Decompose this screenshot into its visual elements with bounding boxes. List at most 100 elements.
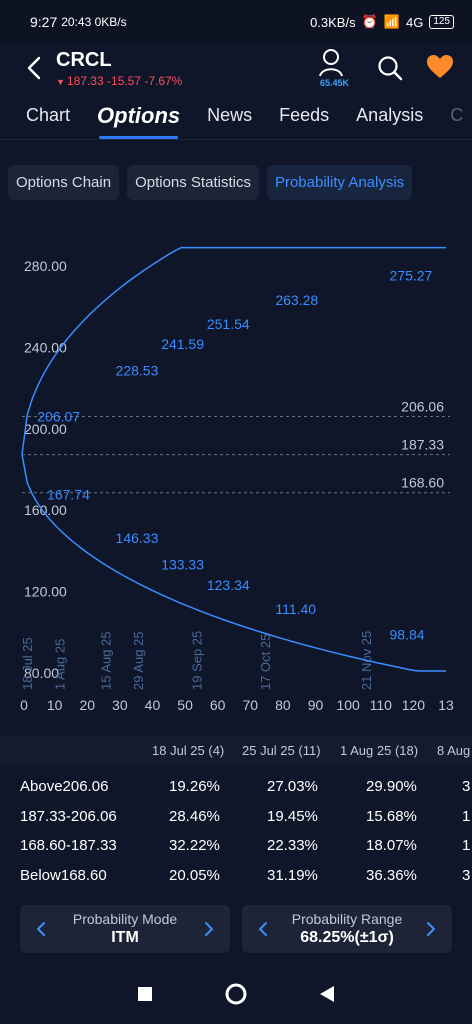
triangle-back-icon	[320, 985, 334, 1002]
table-cell: 36.36%	[366, 866, 417, 884]
status-bar: 9:27 20:43 0KB/s 0.3KB/s ⏰ 📶 4G 125	[0, 0, 472, 44]
row-label: Above206.06	[20, 778, 109, 795]
table-cell: 20.05%	[169, 866, 220, 884]
probability-chart: 280.00 240.00 200.00 160.00 120.00 80.00 206.0…	[0, 210, 472, 730]
x-tick-label: 30	[112, 697, 128, 713]
column-header: 8 Aug	[437, 743, 471, 758]
date-label: 17 Oct 25	[258, 634, 273, 690]
ticker-symbol: CRCL	[56, 48, 112, 71]
probability-mode-selector[interactable]: Probability Mode ITM	[20, 905, 230, 953]
status-notif: 20:43 0KB/s	[61, 15, 127, 29]
x-tick-label: 60	[210, 697, 226, 713]
date-label: 29 Aug 25	[131, 631, 146, 690]
x-tick-label: 10	[47, 697, 63, 713]
favorite-button[interactable]	[426, 54, 454, 82]
x-tick-label: 100	[336, 697, 360, 713]
signal-icon: 📶	[383, 14, 400, 29]
upper-data-label: 263.28	[275, 292, 318, 308]
chevron-right-icon	[427, 922, 435, 936]
home-button[interactable]	[224, 982, 248, 1011]
range-value: 68.25%(±1σ)	[300, 929, 394, 946]
x-tick-label: 40	[145, 697, 161, 713]
heart-icon	[427, 55, 453, 78]
table-cell: 18.07%	[366, 837, 417, 854]
mode-value: ITM	[111, 929, 139, 946]
y-tick-label: 160.00	[24, 502, 67, 518]
status-left: 9:27 20:43 0KB/s	[30, 14, 127, 30]
back-button[interactable]	[12, 46, 56, 90]
top-tabs: Chart Options News Feeds Analysis C	[0, 92, 472, 140]
subtab-options-statistics[interactable]: Options Statistics	[127, 165, 259, 200]
chevron-left-icon	[259, 922, 267, 936]
battery-icon: 125	[429, 15, 454, 29]
square-icon	[138, 986, 152, 1001]
y-tick-label: 120.00	[24, 584, 67, 600]
mode-title: Probability Mode	[72, 911, 178, 927]
table-header: 18 Jul 25 (4) 25 Jul 25 (11) 1 Aug 25 (1…	[0, 735, 472, 765]
lower-data-label: 111.40	[275, 601, 316, 617]
x-tick-label: 0	[20, 697, 28, 713]
follow-button[interactable]: 65.45K	[314, 48, 354, 88]
table-cell: 1	[462, 837, 471, 854]
mode-next-button[interactable]	[194, 905, 224, 953]
status-right: 0.3KB/s ⏰ 📶 4G 125	[310, 14, 454, 30]
upper-data-label: 228.53	[116, 363, 159, 379]
table-cell: 3	[462, 778, 471, 795]
probability-range-selector[interactable]: Probability Range 68.25%(±1σ)	[242, 905, 452, 953]
follower-count: 65.45K	[320, 78, 350, 88]
tab-news[interactable]: News	[207, 105, 253, 125]
mode-prev-button[interactable]	[26, 905, 56, 953]
price-line: ▼ 187.33 -15.57 -7.67%	[56, 74, 182, 88]
header-icons: 65.45K	[314, 48, 454, 88]
date-label: 1 Aug 25	[53, 639, 68, 690]
table-cell: 28.46%	[169, 807, 220, 825]
range-prev-button[interactable]	[248, 905, 278, 953]
tab-analysis[interactable]: Analysis	[356, 105, 424, 125]
lower-data-label: 123.34	[207, 577, 250, 593]
tab-options[interactable]: Options	[97, 102, 181, 139]
x-tick-label: 20	[79, 697, 95, 713]
table-cell: 19.26%	[169, 778, 220, 795]
chart-svg: 280.00 240.00 200.00 160.00 120.00 80.00 206.0…	[20, 246, 454, 713]
sub-tabs: Options Chain Options Statistics Probabi…	[8, 165, 413, 200]
tab-more[interactable]: C	[450, 105, 464, 125]
table-cell: 15.68%	[366, 807, 417, 825]
table-cell: 27.03%	[267, 778, 318, 795]
back-nav-button[interactable]	[318, 985, 336, 1008]
table-row[interactable]: Above206.06 19.26% 27.03% 29.90% 3	[0, 771, 472, 801]
subtab-options-chain[interactable]: Options Chain	[8, 165, 120, 200]
tab-chart[interactable]: Chart	[26, 105, 71, 125]
table-row[interactable]: 187.33-206.06 28.46% 19.45% 15.68% 1	[0, 801, 472, 831]
reference-line-label: 206.06	[401, 398, 444, 414]
upper-data-label: 275.27	[390, 268, 433, 284]
row-label: 168.60-187.33	[20, 837, 117, 854]
subtab-probability-analysis[interactable]: Probability Analysis	[266, 165, 413, 200]
column-header: 18 Jul 25 (4)	[152, 743, 225, 758]
search-button[interactable]	[376, 54, 404, 82]
column-header: 1 Aug 25 (18)	[340, 743, 419, 758]
probability-controls: Probability Mode ITM Probability Range 6…	[20, 905, 452, 953]
upper-data-label: 206.07	[37, 408, 80, 424]
reference-line-label: 187.33	[401, 437, 444, 453]
range-title: Probability Range	[291, 911, 403, 927]
system-nav-bar	[0, 968, 472, 1024]
x-tick-label: 90	[308, 697, 324, 713]
range-next-button[interactable]	[416, 905, 446, 953]
chevron-left-icon	[27, 56, 41, 80]
down-triangle-icon: ▼	[56, 76, 65, 87]
probability-table: 18 Jul 25 (4) 25 Jul 25 (11) 1 Aug 25 (1…	[0, 735, 472, 895]
y-tick-label: 200.00	[24, 421, 67, 437]
row-label: 187.33-206.06	[20, 807, 117, 825]
date-label: 19 Sep 25	[190, 631, 205, 690]
tab-feeds[interactable]: Feeds	[279, 105, 330, 125]
recent-apps-button[interactable]	[136, 985, 154, 1008]
upper-data-label: 241.59	[161, 336, 204, 352]
x-tick-label: 110	[370, 697, 393, 713]
chevron-left-icon	[37, 922, 45, 936]
upper-bound-line	[21, 246, 446, 455]
table-row[interactable]: 168.60-187.33 32.22% 22.33% 18.07% 1	[0, 830, 472, 860]
status-net-speed: 0.3KB/s	[310, 14, 356, 30]
y-tick-label: 80.00	[24, 665, 59, 681]
header: CRCL ▼ 187.33 -15.57 -7.67% 65.45K	[0, 44, 472, 92]
table-row[interactable]: Below168.60 20.05% 31.19% 36.36% 3	[0, 860, 472, 890]
